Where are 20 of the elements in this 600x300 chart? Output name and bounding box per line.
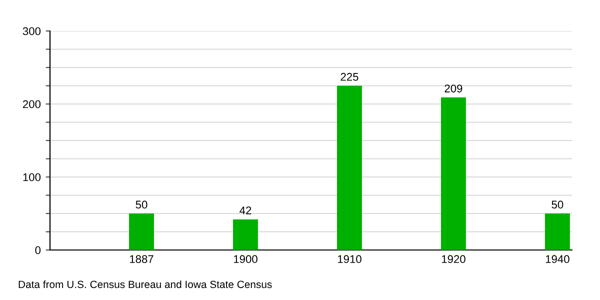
x-tick-label: 1940 bbox=[546, 255, 570, 264]
y-tick-label: 100 bbox=[23, 173, 41, 182]
data-label: 50 bbox=[136, 200, 148, 209]
bar bbox=[440, 97, 466, 250]
x-tick-label: 1920 bbox=[442, 255, 466, 264]
bar bbox=[129, 214, 154, 250]
y-tick-label: 0 bbox=[35, 246, 41, 254]
data-label: 225 bbox=[340, 72, 358, 81]
bar bbox=[233, 219, 258, 250]
x-tick-label: 1887 bbox=[130, 255, 154, 264]
bar bbox=[336, 86, 362, 250]
data-label: 42 bbox=[240, 206, 252, 214]
x-tick-label: 1900 bbox=[234, 255, 258, 264]
bar bbox=[544, 214, 570, 250]
text: Data from U.S. Census Bureau and Iowa State Census bbox=[18, 280, 272, 288]
data-label: 50 bbox=[552, 200, 564, 209]
y-tick-label: 200 bbox=[22, 100, 41, 108]
y-tick-label: 300 bbox=[22, 27, 41, 36]
x-tick-label: 1910 bbox=[338, 255, 362, 264]
data-label: 209 bbox=[444, 84, 462, 92]
